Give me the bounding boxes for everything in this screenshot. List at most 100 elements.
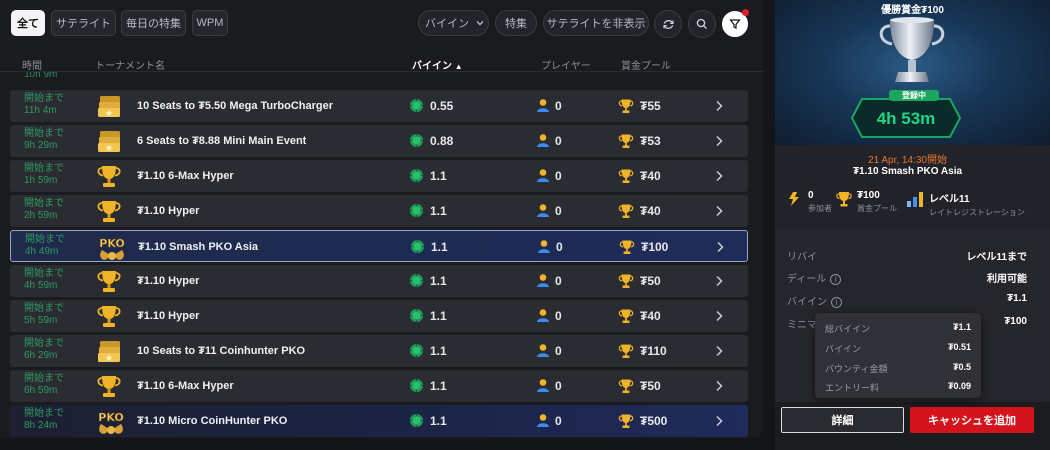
satellite-ticket-icon [97, 129, 121, 153]
header-prize[interactable]: 賞金プール [621, 61, 671, 72]
trophy-icon [618, 273, 634, 289]
detail-minimum-value: ₮100 [1004, 316, 1027, 327]
buyin-dropdown[interactable]: バイイン [418, 10, 489, 36]
chevron-right-icon[interactable] [713, 240, 727, 254]
players-value: 0 [555, 308, 562, 323]
table-row[interactable]: 開始まで 9h 29m 6 Seats to ₮8.88 Mini Main Eve… [10, 125, 748, 157]
buyin-value: 1.1 [430, 168, 447, 183]
player-icon [536, 203, 550, 218]
starts-in-label: 開始まで [24, 128, 64, 139]
players-value: 0 [555, 378, 562, 393]
header-name[interactable]: トーナメント名 [95, 61, 165, 72]
starts-in-label: 開始まで [24, 303, 64, 314]
trophy-icon [618, 98, 634, 114]
buyin-value: 1.1 [430, 378, 447, 393]
chevron-right-icon[interactable] [712, 169, 726, 183]
chevron-right-icon[interactable] [712, 414, 726, 428]
add-cash-button[interactable]: キャッシュを追加 [910, 407, 1034, 433]
players-cell: 0 [537, 239, 563, 254]
info-icon[interactable]: i [831, 296, 842, 308]
chevron-right-icon[interactable] [712, 134, 726, 148]
trophy-icon [618, 203, 634, 219]
chip-icon [409, 378, 424, 393]
table-row[interactable]: 開始まで 4h 49m PKO ₮1.10 Smash PKO Asia 1.1 0 ₮10… [10, 230, 748, 262]
table-row[interactable]: 開始まで 1h 59m ₮1.10 6-Max Hyper 1.1 0 ₮40 [10, 160, 748, 192]
tournament-name: 10 Seats to ₮11 Coinhunter PKO [137, 345, 306, 357]
player-icon [536, 308, 550, 323]
hide-satellites-toggle[interactable]: サテライトを非表示 [543, 10, 649, 36]
tournament-name: ₮1.10 Micro CoinHunter PKO [137, 415, 288, 427]
player-icon [537, 239, 551, 254]
header-time[interactable]: 時間 [22, 61, 42, 72]
table-row[interactable]: 開始まで 2h 59m ₮1.10 Hyper 1.1 0 ₮40 [10, 195, 748, 227]
countdown: 6h 29m [24, 350, 58, 361]
table-row[interactable]: 開始まで 8h 24m PKO ₮1.10 Micro CoinHunter PKO 1… [10, 405, 748, 437]
info-icon[interactable]: i [830, 273, 842, 285]
table-row[interactable]: 開始まで 6h 59m ₮1.10 6-Max Hyper 1.1 0 ₮50 [10, 370, 748, 402]
chevron-right-icon[interactable] [712, 99, 726, 113]
table-row[interactable]: 開始まで 11h 4m 10 Seats to ₮5.50 Mega TurboCh… [10, 90, 748, 122]
level-bars-icon [907, 192, 923, 207]
detail-deal-label: ディール i [787, 270, 842, 285]
tab-all[interactable]: 全て [11, 10, 45, 36]
prize-cell: ₮500 [618, 413, 667, 429]
players-value: 0 [555, 168, 562, 183]
tournament-list-panel: 全て サテライト 毎日の特集 WPM バイイン 特集 サテライトを非表示 時間 [0, 0, 763, 437]
chevron-right-icon[interactable] [712, 344, 726, 358]
refresh-button[interactable] [654, 10, 682, 38]
sort-asc-icon: ▲ [454, 62, 463, 71]
chip-icon [409, 308, 424, 323]
satellite-ticket-icon [97, 339, 121, 363]
prize-cell: ₮110 [618, 343, 667, 359]
tab-wpm[interactable]: WPM [192, 10, 228, 36]
time-cell: 開始まで 8h 24m [24, 408, 64, 432]
filter-button[interactable] [722, 9, 749, 37]
chevron-right-icon[interactable] [712, 204, 726, 218]
detail-rebuy-label: リバイ [787, 252, 817, 263]
header-players[interactable]: プレイヤー [541, 61, 591, 72]
time-cell: 開始まで 11h 4m [24, 93, 64, 117]
header-buyin[interactable]: バイイン ▲ [412, 57, 463, 72]
chevron-right-icon[interactable] [712, 379, 726, 393]
details-button[interactable]: 詳細 [781, 407, 904, 433]
players-cell: 0 [536, 133, 562, 148]
time-cell: 開始まで 4h 59m [24, 268, 64, 292]
table-row[interactable]: 開始まで 5h 59m ₮1.10 Hyper 1.1 0 ₮40 [10, 300, 748, 332]
buyin-cell: 1.1 [410, 239, 448, 254]
players-cell: 0 [536, 98, 562, 113]
table-row[interactable]: 開始まで 4h 59m ₮1.10 Hyper 1.1 0 ₮50 [10, 265, 748, 297]
chevron-right-icon[interactable] [712, 274, 726, 288]
buyin-value: 1.1 [430, 273, 447, 288]
tab-daily-featured[interactable]: 毎日の特集 [121, 10, 186, 36]
timer-frame [850, 98, 962, 138]
selected-tournament-name: ₮1.10 Smash PKO Asia [852, 166, 963, 177]
buyin-dropdown-label: バイイン [425, 18, 469, 30]
filter-bar: 全て サテライト 毎日の特集 WPM バイイン 特集 サテライトを非表示 [0, 0, 763, 46]
search-button[interactable] [688, 10, 716, 38]
prize-value: ₮40 [640, 309, 661, 323]
svg-text:PKO: PKO [98, 411, 123, 424]
buyin-cell: 1.1 [409, 343, 447, 358]
buyin-cell: 1.1 [409, 203, 447, 218]
tooltip-value: ₮1.1 [952, 322, 971, 332]
tournament-detail-panel: 優勝賞金₮100 登録中 4h 53m 21 Apr, 14:30開始 ₮1.1… [775, 0, 1050, 450]
tournament-info: 21 Apr, 14:30開始 ₮1.10 Smash PKO Asia 0 参加… [775, 145, 1050, 230]
tab-satellite[interactable]: サテライト [51, 10, 116, 36]
players-cell: 0 [536, 343, 562, 358]
chip-icon [409, 203, 424, 218]
starts-in-label: 開始まで [24, 198, 64, 209]
buyin-value: 0.88 [430, 133, 454, 148]
table-row[interactable]: 開始まで 6h 29m 10 Seats to ₮11 Coinhunter PKO… [10, 335, 748, 367]
detail-buyin-label-text: バイイン [787, 297, 827, 308]
buyin-cell: 1.1 [409, 413, 447, 428]
featured-filter-button[interactable]: 特集 [495, 10, 537, 36]
detail-deal-value: 利用可能 [987, 274, 1027, 285]
chevron-right-icon[interactable] [712, 309, 726, 323]
buyin-value: 1.1 [430, 308, 447, 323]
players-value: 0 [555, 203, 562, 218]
chevron-down-icon [476, 21, 484, 26]
starts-in-label: 開始まで [24, 338, 64, 349]
chip-icon [409, 168, 424, 183]
tooltip-label: バイイン [825, 344, 862, 354]
